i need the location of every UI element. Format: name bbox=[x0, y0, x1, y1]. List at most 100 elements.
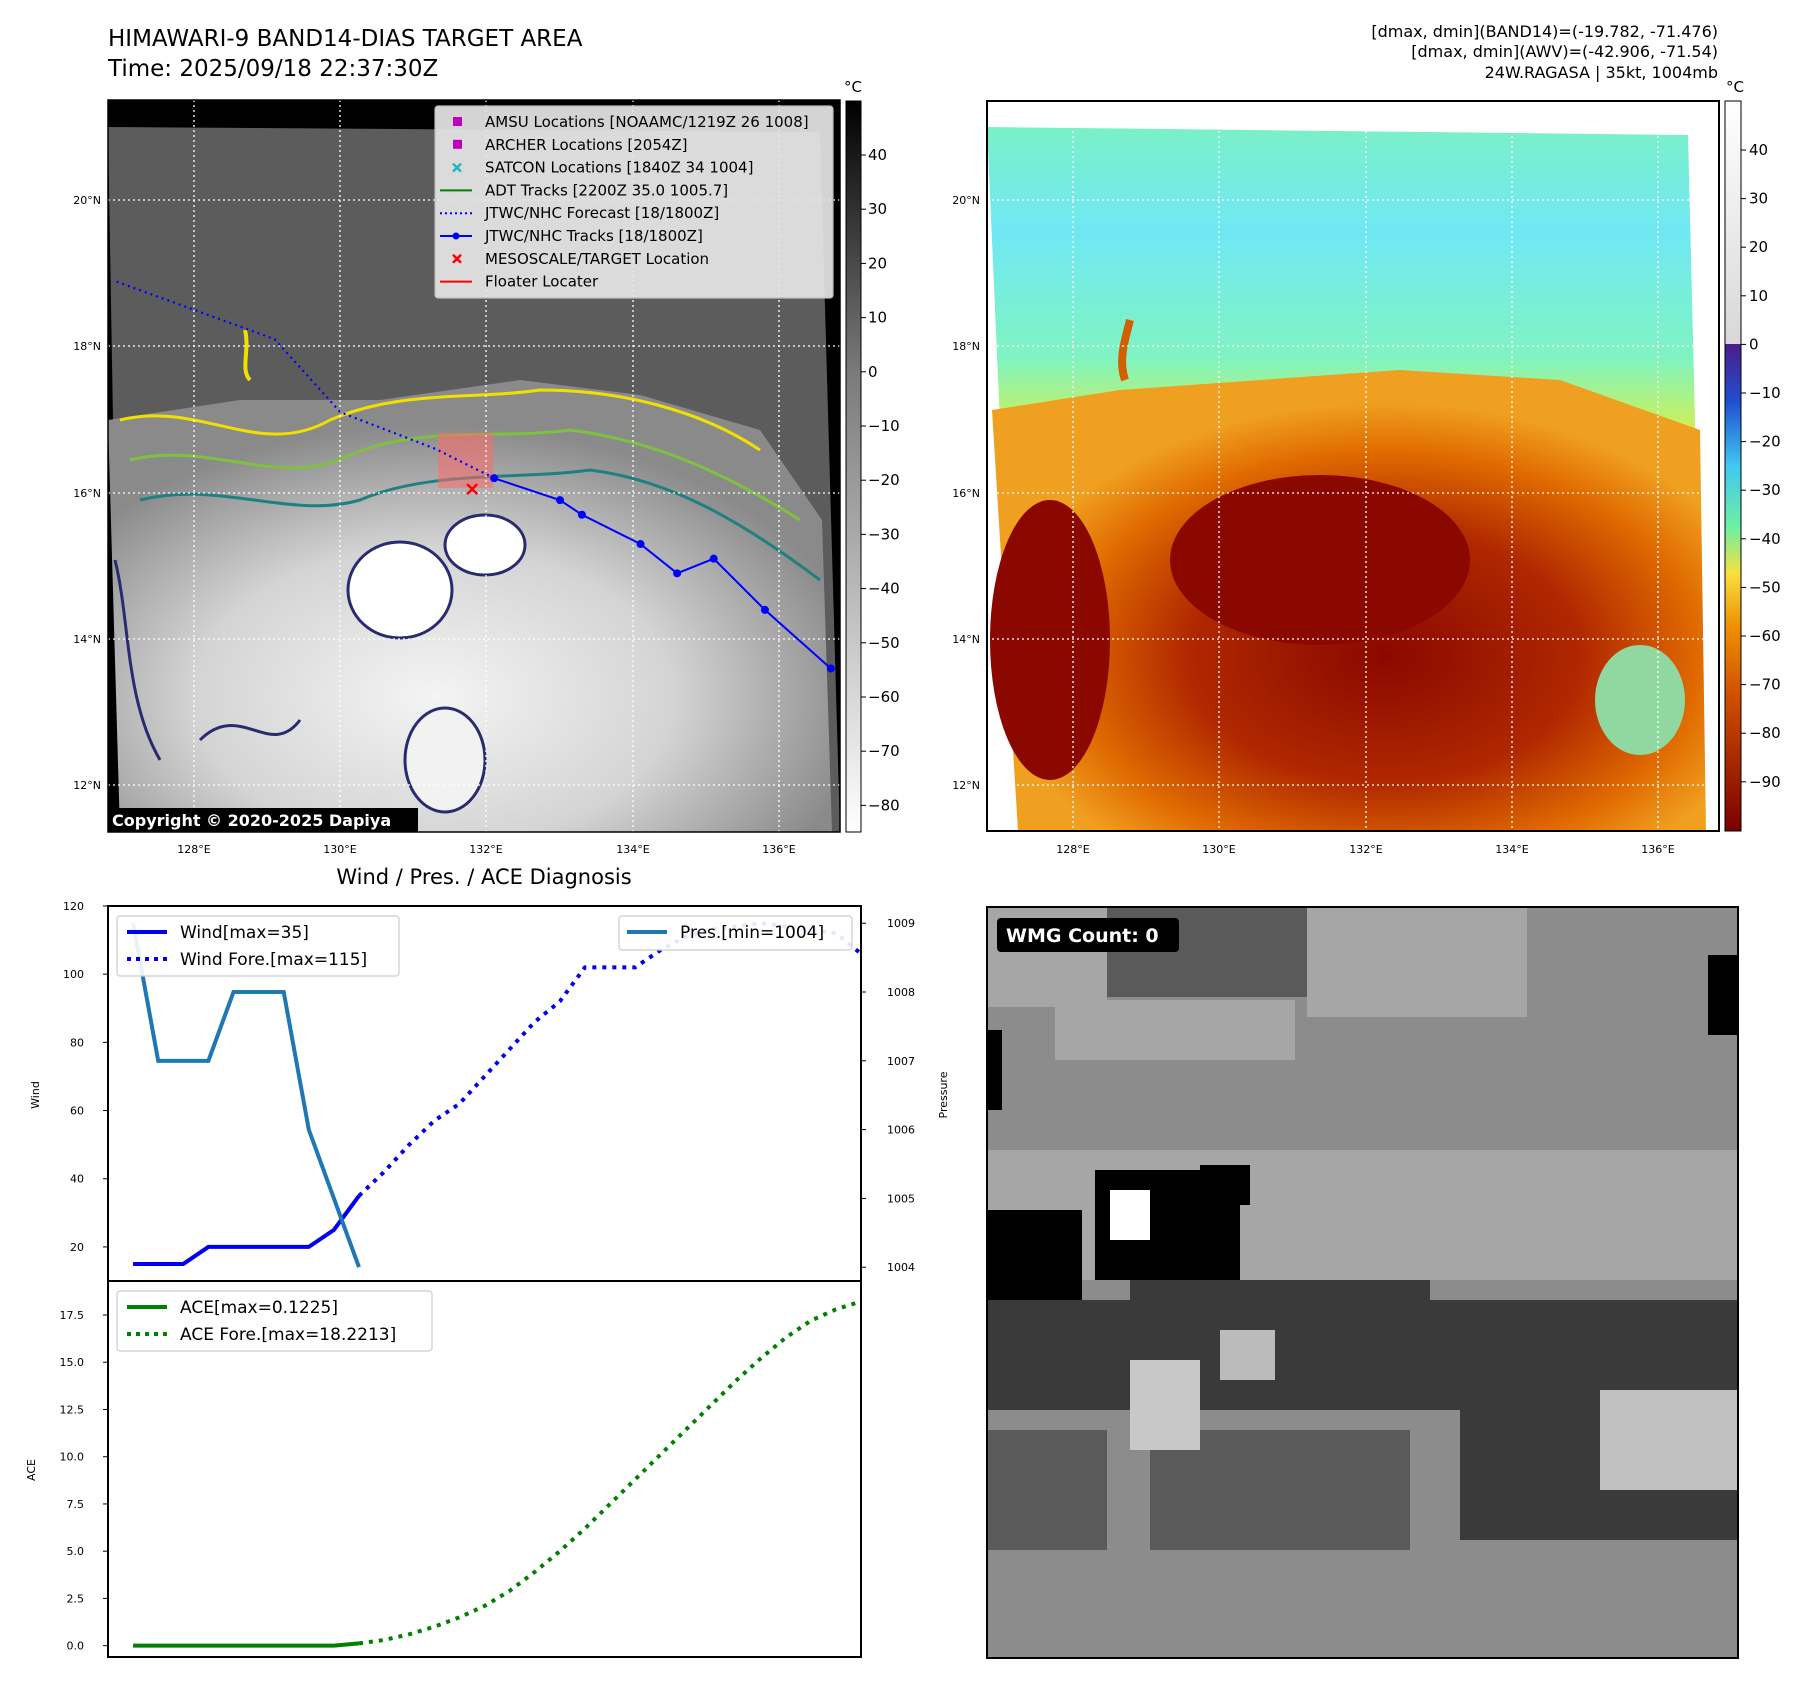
wv-colorbar-tick-label: −70 bbox=[1749, 676, 1781, 694]
ace-chart: 0.0 2.5 5.0 7.5 10.0 12.5 15.0 17.5 ACE ACE[max… bbox=[25, 1280, 862, 1658]
wv-colorbar: °C 40 30 20 10 0 −10 −20 −30 −40 −50 −60 −70 −80 −90 bbox=[1724, 78, 1781, 832]
wv-lat-label: 20°N bbox=[952, 194, 980, 207]
wv-lat-label: 18°N bbox=[952, 340, 980, 353]
wv-colorbar-tick-label: −50 bbox=[1749, 578, 1781, 596]
legend-item-label: ARCHER Locations [2054Z] bbox=[485, 136, 688, 154]
legend-pressure: Pres.[min=1004] bbox=[680, 923, 824, 943]
wind-tick-label: 20 bbox=[70, 1241, 84, 1254]
ir-lon-label: 134°E bbox=[616, 843, 649, 856]
legend-wind: Wind[max=35] bbox=[180, 923, 309, 943]
ir-lon-label: 132°E bbox=[469, 843, 502, 856]
pressure-tick-label: 1008 bbox=[887, 986, 915, 999]
jtwc-track-point bbox=[709, 554, 718, 563]
ir-colorbar-tick-label: −80 bbox=[868, 796, 900, 814]
series-line-ace-fore- bbox=[358, 1299, 862, 1646]
legend-dot-marker bbox=[452, 232, 460, 240]
wv-map bbox=[986, 100, 1720, 832]
jtwc-track-point bbox=[760, 605, 769, 614]
legend-item: Floater Locater bbox=[440, 273, 599, 291]
legend-wind-fore: Wind Fore.[max=115] bbox=[180, 950, 367, 970]
wv-colorbar-tick-label: 40 bbox=[1749, 141, 1768, 159]
ir-lon-label: 128°E bbox=[177, 843, 210, 856]
wind-tick-label: 100 bbox=[63, 968, 84, 981]
jtwc-track-point bbox=[826, 664, 835, 673]
legend-square-marker bbox=[453, 117, 462, 126]
wv-lon-label: 136°E bbox=[1641, 843, 1674, 856]
wv-colorbar-tick-label: −90 bbox=[1749, 773, 1781, 791]
wv-lon-label: 128°E bbox=[1056, 843, 1089, 856]
legend-item-label: MESOSCALE/TARGET Location bbox=[485, 250, 709, 268]
ir-lat-label: 20°N bbox=[73, 194, 101, 207]
ir-lat-label: 18°N bbox=[73, 340, 101, 353]
wv-lon-label: 132°E bbox=[1349, 843, 1382, 856]
wv-lat-label: 14°N bbox=[952, 633, 980, 646]
wind-tick-label: 60 bbox=[70, 1105, 84, 1118]
wv-gridlines bbox=[987, 101, 1719, 831]
ir-colorbar-tick-label: −30 bbox=[868, 525, 900, 543]
legend-item-label: ADT Tracks [2200Z 35.0 1005.7] bbox=[485, 181, 728, 199]
ace-tick-label: 17.5 bbox=[60, 1309, 85, 1322]
wv-colorbar-tick-label: −60 bbox=[1749, 627, 1781, 645]
legend-item: SATCON Locations [1840Z 34 1004] bbox=[452, 159, 753, 177]
wv-colorbar-tick-label: −10 bbox=[1749, 384, 1781, 402]
jtwc-track-point bbox=[636, 540, 645, 549]
jtwc-forecast-line bbox=[113, 279, 495, 480]
ir-lon-label: 130°E bbox=[323, 843, 356, 856]
wmg-count-label: WMG Count: 0 bbox=[1006, 925, 1159, 947]
ir-colorbar-tick-label: −70 bbox=[868, 742, 900, 760]
wv-colorbar-tick-label: 30 bbox=[1749, 190, 1768, 208]
ace-legend: ACE[max=0.1225] ACE Fore.[max=18.2213] bbox=[116, 1290, 433, 1352]
legend-item: JTWC/NHC Tracks [18/1800Z] bbox=[440, 227, 703, 245]
wind-legend: Wind[max=35] Wind Fore.[max=115] bbox=[116, 915, 400, 977]
wv-lon-label: 134°E bbox=[1495, 843, 1528, 856]
copyright-box bbox=[108, 808, 418, 832]
page-time: Time: 2025/09/18 22:37:30Z bbox=[108, 56, 439, 82]
ace-tick-label: 12.5 bbox=[60, 1403, 85, 1416]
ir-colorbar-tick-label: 10 bbox=[868, 309, 887, 327]
ace-tick-label: 7.5 bbox=[67, 1498, 85, 1511]
storm-info: 24W.RAGASA | 35kt, 1004mb bbox=[1484, 63, 1718, 82]
ir-lat-label: 14°N bbox=[73, 633, 101, 646]
ace-tick-label: 0.0 bbox=[67, 1640, 85, 1653]
jtwc-track-point bbox=[556, 496, 564, 505]
ir-map bbox=[107, 99, 841, 833]
ir-colorbar-unit: °C bbox=[844, 78, 862, 96]
wmg-count-box bbox=[997, 918, 1179, 952]
legend-item: ARCHER Locations [2054Z] bbox=[453, 136, 688, 154]
wv-colorbar-tick-label: 0 bbox=[1749, 335, 1759, 353]
ir-colorbar-tick-label: −50 bbox=[868, 634, 900, 652]
legend-item: MESOSCALE/TARGET Location bbox=[452, 250, 709, 268]
legend-item: JTWC/NHC Forecast [18/1800Z] bbox=[440, 204, 719, 222]
series-line-wind bbox=[133, 1194, 361, 1266]
diagnosis-title: Wind / Pres. / ACE Diagnosis bbox=[336, 865, 631, 889]
legend-item: ADT Tracks [2200Z 35.0 1005.7] bbox=[440, 181, 728, 199]
series-line-ace bbox=[133, 1641, 360, 1648]
ir-colorbar-tick-label: 40 bbox=[868, 146, 887, 164]
wv-colorbar-tick-label: −30 bbox=[1749, 481, 1781, 499]
pressure-tick-label: 1006 bbox=[887, 1124, 915, 1137]
wv-lat-label: 16°N bbox=[952, 487, 980, 500]
wv-lon-label: 130°E bbox=[1202, 843, 1235, 856]
stats-band14: [dmax, dmin](BAND14)=(-19.782, -71.476) bbox=[1371, 22, 1718, 41]
target-location-marker bbox=[466, 483, 479, 496]
legend-item-label: JTWC/NHC Forecast [18/1800Z] bbox=[484, 204, 719, 222]
ir-colorbar-tick-label: −20 bbox=[868, 471, 900, 489]
ir-axis-labels: 20°N 18°N 16°N 14°N 12°N 128°E 130°E 132… bbox=[73, 194, 796, 856]
legend-x-marker bbox=[452, 253, 462, 264]
legend-square-marker bbox=[453, 139, 462, 149]
legend-x-marker bbox=[452, 162, 462, 173]
legend-item: AMSU Locations [NOAAMC/1219Z 26 1008] bbox=[453, 113, 809, 131]
pressure-tick-label: 1009 bbox=[887, 917, 915, 930]
wv-colorbar-tick-label: −40 bbox=[1749, 530, 1781, 548]
ir-colorbar-tick-label: 20 bbox=[868, 254, 887, 272]
pressure-axis-label: Pressure bbox=[937, 1071, 950, 1118]
legend-item-label: JTWC/NHC Tracks [18/1800Z] bbox=[484, 227, 703, 245]
wind-tick-label: 40 bbox=[70, 1173, 84, 1186]
jtwc-track-point bbox=[577, 510, 586, 519]
stats-awv: [dmax, dmin](AWV)=(-42.906, -71.54) bbox=[1411, 42, 1718, 61]
wind-tick-label: 80 bbox=[70, 1036, 84, 1049]
ace-tick-label: 10.0 bbox=[60, 1451, 85, 1464]
ir-colorbar-tick-label: −10 bbox=[868, 417, 900, 435]
legend-item-label: SATCON Locations [1840Z 34 1004] bbox=[485, 159, 753, 177]
